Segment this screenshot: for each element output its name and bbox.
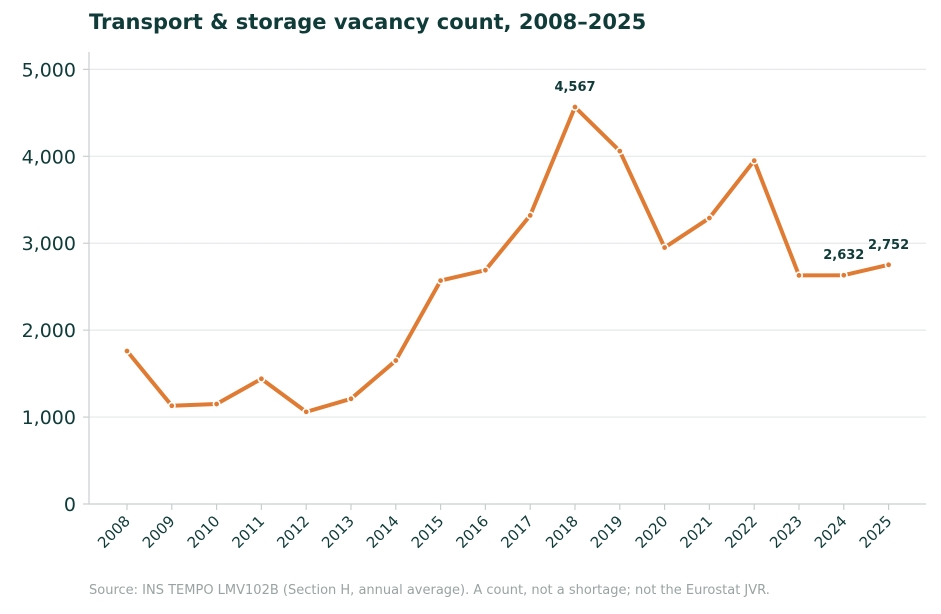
data-point [660,243,669,252]
data-point [750,156,759,165]
data-point [123,347,132,356]
x-tick-label: 2021 [676,512,716,552]
series [123,103,893,416]
chart-title: Transport & storage vacancy count, 2008–… [89,10,647,34]
y-tick-label: 3,000 [22,233,76,255]
data-point [570,103,579,112]
data-point [481,266,490,275]
x-tick-label: 2019 [587,512,627,552]
data-point [436,276,445,285]
data-label: 2,752 [868,238,909,253]
data-label: 4,567 [554,80,595,95]
x-tick-label: 2010 [184,512,224,552]
data-point [167,401,176,410]
data-labels: 4,567 2,632 2,752 [554,80,909,263]
series-line [125,105,891,414]
x-tick-label: 2024 [811,512,851,552]
x-tick-label: 2013 [318,512,358,552]
y-tick-label: 5,000 [22,59,76,81]
axes [83,52,926,510]
x-tick-label: 2023 [766,512,806,552]
y-tick-label: 0 [64,494,76,516]
source-note: Source: INS TEMPO LMV102B (Section H, an… [89,583,770,598]
x-tick-label: 2025 [856,512,896,552]
x-tick-label: 2012 [273,512,313,552]
x-tick-label: 2016 [452,512,492,552]
data-point [391,356,400,365]
x-tick-label: 2018 [542,512,582,552]
x-tick-label: 2020 [632,512,672,552]
data-point [302,407,311,416]
x-tick-label: 2008 [94,512,134,552]
y-tick-label: 4,000 [22,146,76,168]
y-tick-label: 1,000 [22,407,76,429]
y-tick-labels: 0 1,000 2,000 3,000 4,000 5,000 [22,59,76,516]
data-point [705,214,714,223]
data-point [839,271,848,280]
x-tick-label: 2011 [228,512,268,552]
data-point [884,260,893,269]
data-point [346,394,355,403]
data-point [526,211,535,220]
x-tick-label: 2015 [408,512,448,552]
x-tick-label: 2017 [497,512,537,552]
data-label: 2,632 [823,248,864,263]
x-tick-labels: 2008 2009 2010 2011 2012 2013 2014 2015 2016 2017… [94,512,895,552]
y-tick-label: 2,000 [22,320,76,342]
data-point [615,147,624,156]
x-tick-label: 2014 [363,512,403,552]
data-point [212,400,221,409]
x-tick-label: 2022 [721,512,761,552]
data-point [794,271,803,280]
x-tick-label: 2009 [139,512,179,552]
data-point [257,374,266,383]
